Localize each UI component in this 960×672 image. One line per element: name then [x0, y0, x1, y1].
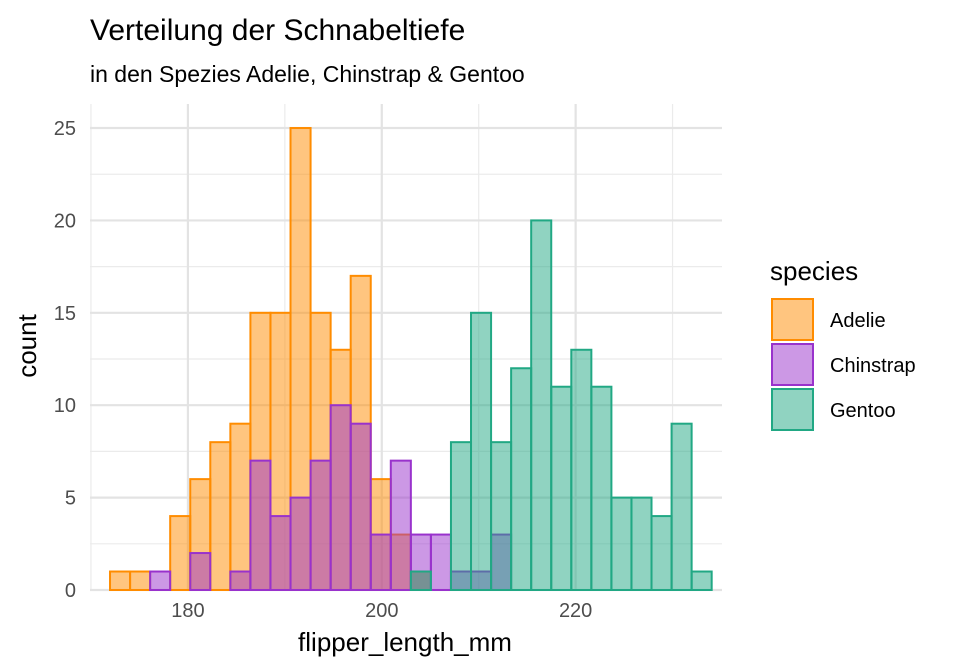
bar-chinstrap	[369, 533, 392, 592]
y-tick-label: 0	[65, 580, 76, 602]
bar-gentoo	[570, 348, 593, 591]
bar-gentoo	[590, 385, 613, 591]
y-tick-label: 5	[65, 488, 76, 510]
bar-gentoo	[490, 441, 513, 591]
bar-chinstrap	[289, 496, 312, 591]
legend-title: species	[770, 256, 858, 286]
histogram-bars	[109, 127, 713, 592]
bar-gentoo	[610, 496, 633, 591]
y-tick-label: 25	[54, 118, 76, 140]
bar-chinstrap	[249, 459, 272, 591]
bar-gentoo	[550, 385, 573, 591]
legend-key-gentoo	[771, 388, 814, 431]
bar-gentoo	[470, 311, 493, 591]
bar-gentoo	[630, 496, 653, 591]
bar-chinstrap	[349, 422, 372, 591]
bar-chinstrap	[389, 459, 412, 591]
y-tick-label: 10	[54, 395, 76, 417]
bar-chinstrap	[149, 570, 172, 592]
bar-gentoo	[409, 570, 432, 592]
legend-label-gentoo: Gentoo	[830, 400, 896, 422]
legend: species Adelie Chinstrap Gentoo	[770, 256, 916, 431]
chart-subtitle: in den Spezies Adelie, Chinstrap & Gento…	[90, 61, 525, 87]
y-axis-title: count	[12, 313, 42, 377]
chart-title: Verteilung der Schnabeltiefe	[90, 14, 465, 47]
legend-label-chinstrap: Chinstrap	[830, 355, 916, 377]
bar-adelie	[229, 422, 252, 591]
bar-chinstrap	[189, 552, 212, 591]
bar-gentoo	[690, 570, 713, 592]
legend-key-adelie	[771, 298, 814, 341]
x-tick-label: 220	[559, 600, 592, 622]
bar-gentoo	[510, 367, 533, 591]
bar-adelie	[129, 570, 152, 592]
x-axis-title: flipper_length_mm	[298, 627, 512, 657]
bar-gentoo	[530, 219, 553, 591]
bar-gentoo	[670, 422, 693, 591]
legend-label-adelie: Adelie	[830, 310, 886, 332]
y-tick-label: 20	[54, 210, 76, 232]
bar-chinstrap	[229, 570, 252, 592]
bar-gentoo	[449, 441, 473, 591]
legend-key-chinstrap	[771, 343, 814, 386]
bar-chinstrap	[429, 533, 452, 592]
y-tick-label: 15	[54, 303, 76, 325]
bar-gentoo	[650, 515, 673, 592]
bar-chinstrap	[309, 459, 332, 591]
x-tick-label: 180	[171, 600, 204, 622]
x-axis-ticks: 180 200 220	[171, 600, 592, 622]
bar-chinstrap	[269, 515, 292, 592]
bar-chinstrap	[329, 404, 352, 592]
bar-adelie	[169, 515, 192, 592]
y-axis-ticks: 0 5 10 15 20 25	[54, 118, 76, 602]
x-tick-label: 200	[365, 600, 398, 622]
bar-adelie	[209, 441, 232, 591]
bar-adelie	[109, 570, 132, 592]
